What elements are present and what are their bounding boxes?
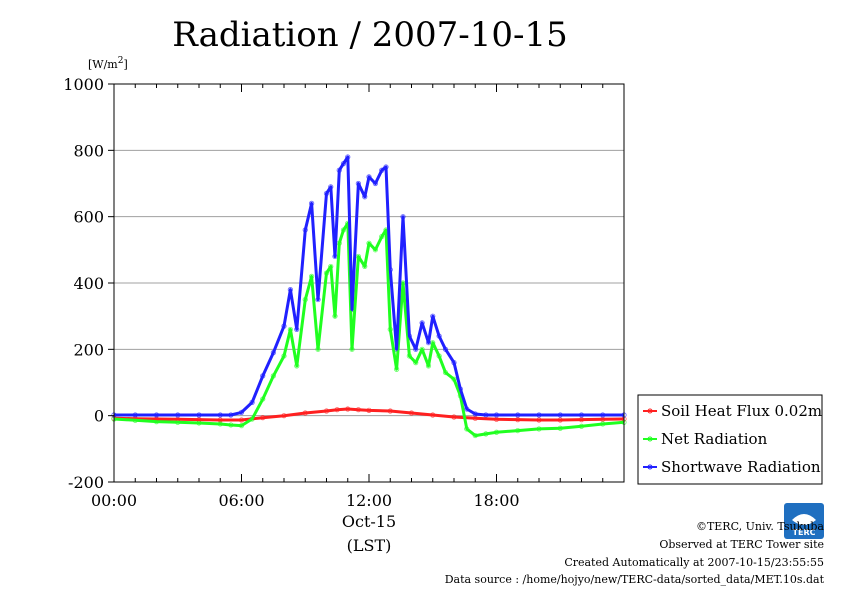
observed-text: Observed at TERC Tower site: [659, 538, 824, 551]
y-tick-label: 1000: [63, 75, 104, 94]
y-tick-label: 400: [73, 274, 104, 293]
terc-logo: TERC: [784, 503, 824, 539]
y-axis-label: [W/m2]: [88, 56, 128, 71]
logo-wave: [792, 514, 816, 525]
copyright-text: ©TERC, Univ. Tsukuba: [696, 520, 824, 533]
created-text: Created Automatically at 2007-10-15/23:5…: [564, 556, 824, 569]
y-tick-label: 600: [73, 208, 104, 227]
y-tick-label: 200: [73, 340, 104, 359]
x-axis-date-label: Oct-15: [342, 512, 396, 531]
series-line-3: [114, 155, 624, 417]
legend-label: Shortwave Radiation: [661, 458, 821, 476]
series-lines: [113, 155, 625, 438]
x-tick-label: 06:00: [218, 491, 264, 510]
legend: Soil Heat Flux 0.02m Net Radiation Shortwa…: [637, 394, 823, 485]
x-axis-ticks: 00:00 06:00 12:00 18:00: [91, 84, 604, 510]
legend-marker: [647, 464, 653, 470]
y-tick-label: 800: [73, 141, 104, 160]
x-tick-label: 00:00: [91, 491, 137, 510]
legend-marker: [647, 408, 653, 414]
x-tick-label: 18:00: [473, 491, 519, 510]
x-axis-label: (LST): [347, 536, 392, 555]
grid-lines: [114, 149, 624, 417]
series-line-1: [113, 407, 625, 422]
y-tick-label: -200: [68, 473, 104, 492]
source-text: Data source : /home/hojyo/new/TERC-data/…: [445, 573, 825, 586]
series-line-2: [113, 221, 625, 438]
x-tick-label: 12:00: [346, 491, 392, 510]
legend-box: [637, 394, 823, 485]
chart-title: Radiation / 2007-10-15: [172, 15, 568, 55]
data-points: [111, 154, 627, 439]
logo-text: TERC: [793, 528, 816, 537]
legend-marker: [647, 436, 653, 442]
y-axis-ticks: -200 0 200 400 600 800 1000: [63, 75, 114, 492]
legend-label: Soil Heat Flux 0.02m: [661, 402, 822, 420]
legend-label: Net Radiation: [661, 430, 768, 448]
y-tick-label: 0: [94, 407, 104, 426]
